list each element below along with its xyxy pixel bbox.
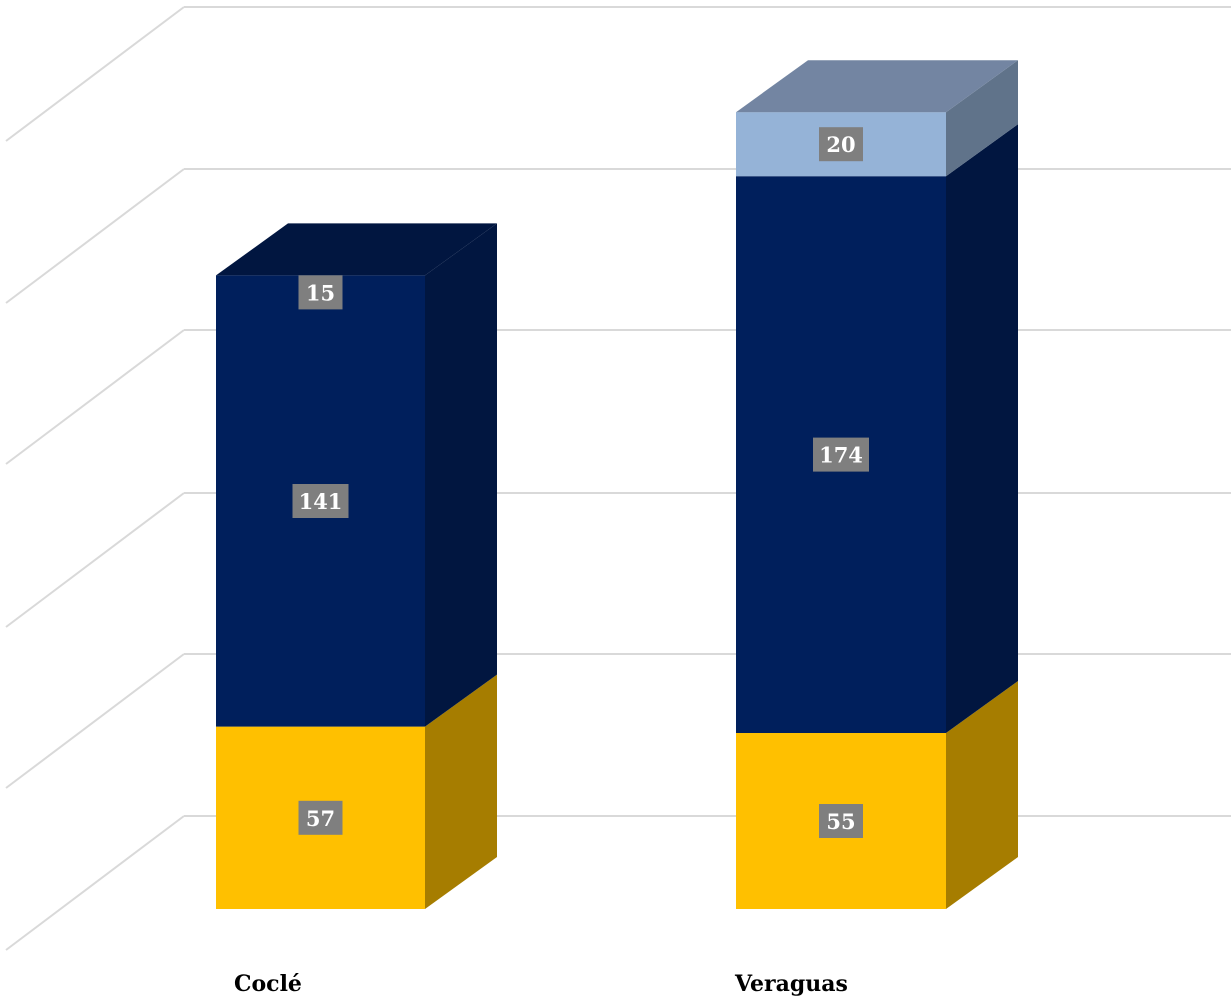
data-label-box	[819, 127, 863, 162]
gridline-diagonal	[5, 329, 185, 465]
data-label: 57	[306, 806, 335, 831]
category-axis: Coclé Veraguas	[234, 971, 848, 997]
gridline-diagonal	[5, 815, 185, 951]
category-label-veraguas: Veraguas	[734, 971, 848, 997]
data-label: 174	[819, 443, 863, 468]
category-label-cocle: Coclé	[234, 971, 302, 997]
data-label: 20	[826, 132, 855, 157]
bar-segment-side	[946, 124, 1018, 733]
gridlines	[5, 6, 1231, 951]
gridline-diagonal	[5, 168, 185, 304]
bar-segment-side	[946, 681, 1018, 909]
bar-top-face	[736, 60, 1018, 113]
bar-segment-side	[425, 674, 497, 909]
bars	[216, 60, 1018, 909]
bar-segment-side	[946, 60, 1018, 177]
data-label-box	[819, 804, 863, 838]
gridline-diagonal	[5, 492, 185, 628]
data-label-box	[292, 484, 349, 518]
data-label: 15	[306, 280, 335, 305]
data-label-box	[298, 800, 343, 835]
data-label-box	[813, 437, 869, 472]
gridline-diagonal	[5, 6, 185, 142]
data-labels: 57 141 15 55 174 20	[292, 127, 869, 838]
gridline-diagonal	[5, 653, 185, 789]
data-label-box	[298, 275, 343, 310]
data-label: 141	[299, 489, 343, 514]
bar-segment-side	[425, 223, 497, 727]
data-label: 55	[826, 809, 855, 834]
bar-top-face	[216, 223, 497, 276]
